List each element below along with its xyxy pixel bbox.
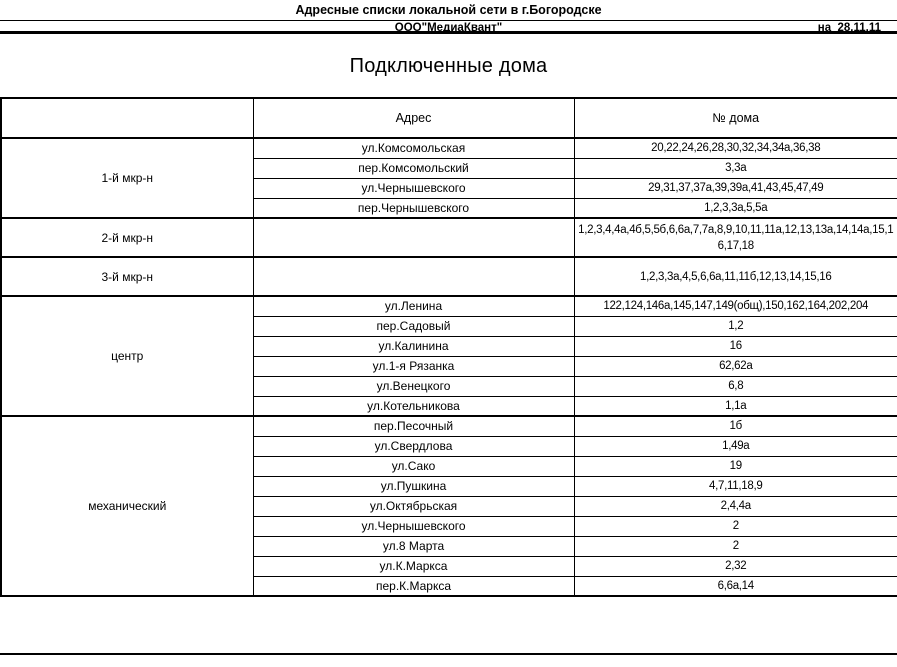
page-bottom-rule xyxy=(0,653,897,655)
table-row: ул.Сако 19 xyxy=(1,455,897,477)
table-row: центр ул.Ленина 122,124,146а,145,147,149(о… xyxy=(0,295,897,417)
table-row: механический пер.Песочный 1б xyxy=(0,415,897,597)
house-numbers-cell: 29,31,37,37а,39,39а,41,43,45,47,49 xyxy=(573,177,897,199)
house-numbers-cell: 1,2,3,3а,5,5а xyxy=(573,197,897,219)
house-numbers-cell: 2 xyxy=(573,515,897,537)
subheader-row: ООО"МедиаКвант" на 28.11.11 xyxy=(0,22,897,34)
table-row: 3-й мкр-н 1,2,3,3а,4,5,6,6а,11,11б,12,13,… xyxy=(0,256,897,297)
company-name: ООО"МедиаКвант" xyxy=(394,22,503,34)
table-row: ул.Пушкина 4,7,11,18,9 xyxy=(1,475,897,497)
column-header-houses: № дома xyxy=(573,97,897,139)
address-cell: ул.8 Марта xyxy=(252,535,575,557)
document-title: Адресные списки локальной сети в г.Богор… xyxy=(0,0,897,21)
address-cell: ул.Венецкого xyxy=(252,375,575,397)
column-header-address: Адрес xyxy=(252,97,575,139)
table-header-row: Адрес № дома xyxy=(0,97,897,139)
house-numbers-cell: 1,2 xyxy=(573,315,897,337)
table-row: пер.К.Маркса 6,6а,14 xyxy=(1,575,897,597)
house-numbers-cell: 1б xyxy=(573,415,897,437)
connected-houses-table: Адрес № дома 1-й мкр-н ул.Комсомольская 20… xyxy=(0,97,897,597)
table-row: ул.Венецкого 6,8 xyxy=(1,375,897,397)
page-title: Подключенные дома xyxy=(349,55,548,77)
house-numbers-cell: 62,62а xyxy=(573,355,897,377)
table-row: пер.Садовый 1,2 xyxy=(1,315,897,337)
address-cell: ул.Калинина xyxy=(252,335,575,357)
house-numbers-cell: 2,4,4а xyxy=(573,495,897,517)
address-cell: ул.Октябрьская xyxy=(252,495,575,517)
house-numbers-cell: 6,8 xyxy=(573,375,897,397)
address-cell xyxy=(252,256,575,297)
address-cell: ул.Свердлова xyxy=(252,435,575,457)
report-date: на 28.11.11 xyxy=(817,22,881,34)
table-row: ул.8 Марта 2 xyxy=(1,535,897,557)
house-numbers-cell: 16 xyxy=(573,335,897,357)
address-cell: ул.Пушкина xyxy=(252,475,575,497)
group-label: механический xyxy=(0,415,254,597)
address-cell: ул.Ленина xyxy=(252,295,575,317)
address-cell: ул.Чернышевского xyxy=(252,177,575,199)
group-label: 3-й мкр-н xyxy=(0,256,254,297)
address-cell: пер.Садовый xyxy=(252,315,575,337)
address-cell: ул.1-я Рязанка xyxy=(252,355,575,377)
house-numbers-cell: 1,49а xyxy=(573,435,897,457)
table-row: 1-й мкр-н ул.Комсомольская 20,22,24,26,28,… xyxy=(0,137,897,219)
houses-table-body: 1-й мкр-н ул.Комсомольская 20,22,24,26,28,… xyxy=(0,137,897,597)
table-row: 2-й мкр-н 1,2,3,4,4а,4б,5,5б,6,6а,7,7а,8,… xyxy=(0,217,897,258)
address-cell: пер.Чернышевского xyxy=(252,197,575,219)
address-cell: пер.Комсомольский xyxy=(252,157,575,179)
address-cell: ул.К.Маркса xyxy=(252,555,575,577)
house-numbers-cell: 2 xyxy=(573,535,897,557)
house-numbers-cell: 122,124,146а,145,147,149(общ),150,162,16… xyxy=(573,295,897,317)
house-numbers-cell: 6,6а,14 xyxy=(573,575,897,597)
table-row: ул.Свердлова 1,49а xyxy=(1,435,897,457)
address-cell: пер.К.Маркса xyxy=(252,575,575,597)
address-cell: ул.Чернышевского xyxy=(252,515,575,537)
house-numbers-cell: 1,2,3,3а,4,5,6,6а,11,11б,12,13,14,15,16 xyxy=(573,256,897,297)
address-cell: ул.Сако xyxy=(252,455,575,477)
address-cell: пер.Песочный xyxy=(252,415,575,437)
address-cell xyxy=(252,217,575,258)
table-row: ул.К.Маркса 2,32 xyxy=(1,555,897,577)
table-row: ул.Чернышевского 29,31,37,37а,39,39а,41,4… xyxy=(1,177,897,199)
address-cell: ул.Комсомольская xyxy=(252,137,575,159)
house-numbers-cell: 19 xyxy=(573,455,897,477)
house-numbers-cell: 2,32 xyxy=(573,555,897,577)
group-label: центр xyxy=(0,295,254,417)
column-header-group xyxy=(0,97,254,139)
house-numbers-cell: 1,2,3,4,4а,4б,5,5б,6,6а,7,7а,8,9,10,11,1… xyxy=(573,217,897,258)
house-numbers-cell: 4,7,11,18,9 xyxy=(573,475,897,497)
group-label: 1-й мкр-н xyxy=(0,137,254,219)
address-cell: ул.Котельникова xyxy=(252,395,575,417)
table-row: пер.Чернышевского 1,2,3,3а,5,5а xyxy=(1,197,897,219)
house-numbers-cell: 1,1а xyxy=(573,395,897,417)
house-numbers-cell: 3,3а xyxy=(573,157,897,179)
house-numbers-cell: 20,22,24,26,28,30,32,34,34а,36,38 xyxy=(573,137,897,159)
group-label: 2-й мкр-н xyxy=(0,217,254,258)
